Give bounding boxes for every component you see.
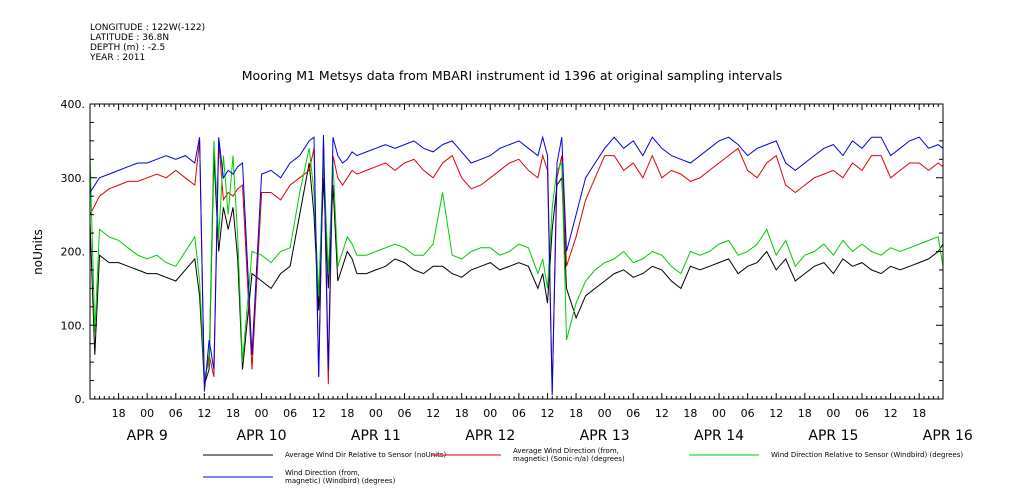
x-tick-label: 00 [369,407,383,420]
y-tick-label: 300. [61,172,86,185]
x-tick-label: 12 [540,407,554,420]
x-tick-label: 12 [655,407,669,420]
day-label: APR 12 [465,428,515,444]
x-tick-label: 18 [569,407,583,420]
x-tick-label: 18 [340,407,354,420]
x-tick-label: 06 [741,407,755,420]
day-label: APR 16 [923,428,973,444]
x-tick-label: 18 [912,407,926,420]
x-tick-label: 06 [855,407,869,420]
series-line-2 [89,140,944,392]
x-tick-label: 12 [769,407,783,420]
legend: Average Wind Dir Relative to Sensor (noU… [203,447,963,485]
x-tick-label: 12 [197,407,211,420]
x-tick-label: 18 [455,407,469,420]
series-line-1 [89,155,944,385]
day-label: APR 11 [351,428,401,444]
legend-label-1: Average Wind Dir Relative to Sensor (noU… [285,451,446,459]
day-label: APR 15 [808,428,858,444]
x-tick-label: 06 [398,407,412,420]
year-label: YEAR : 2011 [89,53,145,63]
x-tick-label: 12 [426,407,440,420]
x-tick-label: 18 [683,407,697,420]
x-tick-label: 06 [169,407,183,420]
y-tick-label: 200. [61,246,86,259]
axis-layer: 18 00 06 12 18 00 06 12 18 00 06 12 18 00 06 12 18 00 06 12… [61,98,973,444]
series-layer [89,134,944,396]
x-tick-label: 00 [140,407,154,420]
x-tick-label: 00 [826,407,840,420]
day-label: APR 10 [237,428,287,444]
legend-label-4: magnetic) (Windbird) (degrees) [285,477,396,485]
depth-label: DEPTH (m) : -2.5 [90,43,165,53]
y-tick-label: 0. [75,393,86,406]
x-tick-label: 06 [283,407,297,420]
chart-title: Mooring M1 Metsys data from MBARI instru… [242,68,783,83]
day-label: APR 9 [127,428,168,444]
x-tick-label: 18 [798,407,812,420]
x-tick-label: 12 [884,407,898,420]
x-tick-label: 06 [512,407,526,420]
legend-label-4: Wind Direction (from, [285,469,360,477]
x-tick-label: 18 [112,407,126,420]
y-tick-label: 400. [61,98,86,111]
x-tick-label: 00 [255,407,269,420]
y-tick-label: 100. [61,319,86,332]
series-line-3 [89,140,944,378]
x-tick-label: 00 [712,407,726,420]
x-tick-label: 00 [598,407,612,420]
x-tick-label: 18 [226,407,240,420]
legend-label-3: Wind Direction Relative to Sensor (Windb… [771,451,963,459]
day-label: APR 14 [694,428,744,444]
legend-label-2: magnetic) (Sonic-n/a) (degrees) [513,455,625,463]
longitude-label: LONGITUDE : 122W(-122) [90,23,205,33]
x-tick-label: 12 [312,407,326,420]
legend-label-2: Average Wind Direction (from, [513,447,619,455]
x-tick-label: 06 [626,407,640,420]
day-label: APR 13 [580,428,630,444]
series-line-4 [89,134,944,396]
latitude-label: LATITUDE : 36.8N [90,33,169,43]
x-tick-label: 00 [483,407,497,420]
y-axis-label: noUnits [31,229,45,275]
